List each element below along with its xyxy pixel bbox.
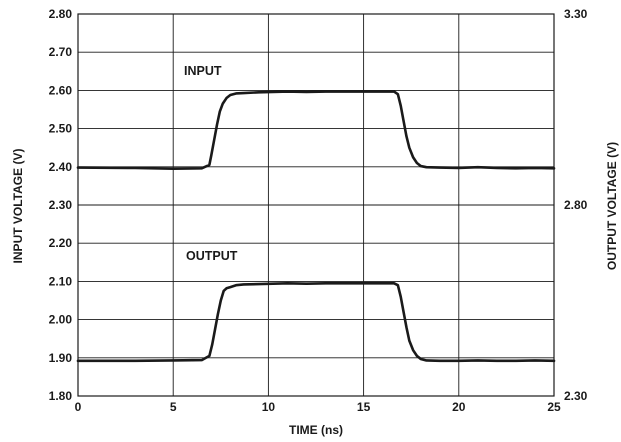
x-tick-label: 15: [357, 400, 371, 414]
output-trace-label: OUTPUT: [186, 249, 238, 263]
y-tick-label: 2.40: [49, 160, 73, 174]
x-tick-label: 20: [452, 400, 466, 414]
x-tick-label: 25: [547, 400, 561, 414]
series-lines: [76, 90, 556, 363]
series-line-output: [76, 282, 556, 363]
series-line-input: [76, 90, 556, 171]
y-tick-label: 1.90: [49, 351, 73, 365]
y-tick-label: 2.30: [49, 198, 73, 212]
y-tick-label: 2.50: [49, 122, 73, 136]
y-tick-label: 2.10: [49, 274, 73, 288]
left-axis-title: INPUT VOLTAGE (V): [11, 149, 25, 264]
right-axis-title: OUTPUT VOLTAGE (V): [605, 142, 619, 270]
y-tick-label: 2.00: [49, 313, 73, 327]
y-tick-label: 2.60: [49, 83, 73, 97]
y2-tick-label: 2.30: [564, 389, 588, 403]
x-tick-label: 10: [262, 400, 276, 414]
y-tick-label: 1.80: [49, 389, 73, 403]
x-tick-label: 5: [170, 400, 177, 414]
plot-frame: [77, 13, 555, 397]
y-tick-label: 2.80: [49, 7, 73, 21]
y2-tick-label: 3.30: [564, 7, 588, 21]
x-axis-title: TIME (ns): [289, 423, 343, 437]
left-axis-ticks: 1.80 1.90 2.00 2.10 2.20 2.30 2.40 2.50 2.60 2.70…: [49, 7, 73, 403]
y-tick-label: 2.70: [49, 45, 73, 59]
x-axis-ticks: 0 5 10 15 20 25: [75, 400, 561, 414]
input-trace-label: INPUT: [184, 64, 222, 78]
right-axis-ticks: 2.30 2.80 3.30: [564, 7, 588, 403]
y-tick-label: 2.20: [49, 236, 73, 250]
grid: [77, 13, 555, 397]
x-tick-label: 0: [75, 400, 82, 414]
y2-tick-label: 2.80: [564, 198, 588, 212]
